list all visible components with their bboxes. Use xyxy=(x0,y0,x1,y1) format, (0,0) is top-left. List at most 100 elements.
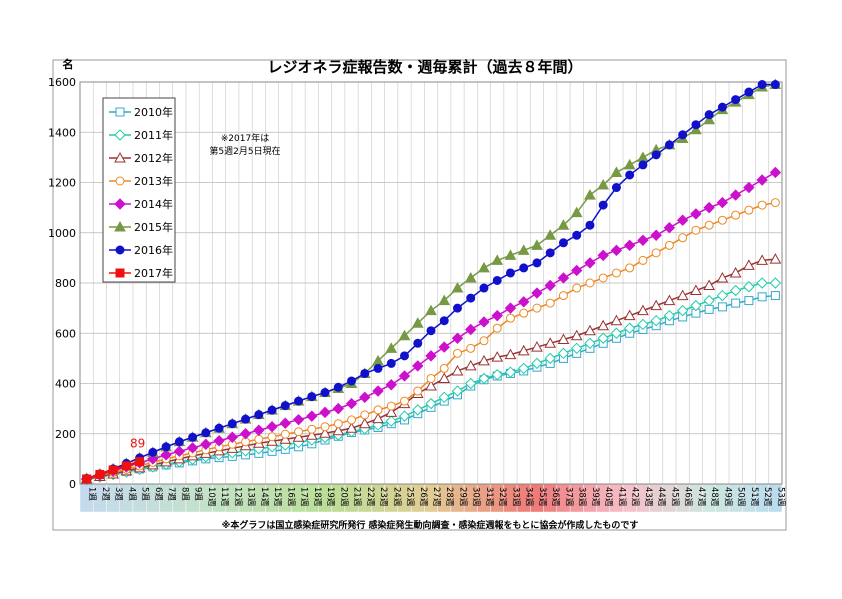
grid-layer xyxy=(79,81,783,485)
data-point xyxy=(385,342,398,353)
data-point xyxy=(492,323,502,333)
data-point xyxy=(438,294,451,306)
legend-label: 2017年 xyxy=(134,266,173,280)
data-point xyxy=(743,181,755,194)
x-tick-label: 17週 xyxy=(299,487,309,507)
x-tick-label: 45週 xyxy=(669,487,679,507)
data-point xyxy=(611,183,621,193)
x-tick-label: 2週 xyxy=(100,487,110,501)
data-point xyxy=(757,292,767,302)
data-point xyxy=(729,189,742,201)
legend-label: 2013年 xyxy=(134,174,173,188)
data-point xyxy=(306,410,318,422)
data-point xyxy=(651,150,661,160)
data-point xyxy=(691,120,701,130)
x-tick-label: 47週 xyxy=(696,487,706,507)
data-point xyxy=(438,341,450,353)
data-point xyxy=(505,268,515,278)
data-point xyxy=(201,428,211,438)
data-point xyxy=(239,428,252,440)
data-point xyxy=(690,123,702,135)
data-point xyxy=(307,424,317,434)
legend-item: 2016年 xyxy=(109,243,173,257)
data-point xyxy=(333,419,343,429)
data-point xyxy=(584,189,596,200)
data-point xyxy=(319,427,331,438)
x-tick-label: 51週 xyxy=(749,487,759,507)
data-point xyxy=(319,406,331,419)
data-point xyxy=(663,222,676,234)
data-point xyxy=(267,405,277,415)
y-tick-label: 200 xyxy=(55,428,76,441)
x-tick-label: 28週 xyxy=(444,487,454,507)
data-point xyxy=(345,397,358,410)
data-point xyxy=(227,419,237,429)
x-tick-label: 16週 xyxy=(285,487,295,507)
data-point xyxy=(479,283,489,293)
data-point xyxy=(570,264,583,277)
data-point xyxy=(623,158,636,170)
data-point xyxy=(333,382,343,392)
data-point xyxy=(372,412,384,424)
data-point xyxy=(200,438,212,451)
data-point xyxy=(703,113,716,125)
data-point xyxy=(426,326,436,336)
data-point xyxy=(611,268,621,278)
data-point xyxy=(597,249,609,262)
data-point xyxy=(425,397,437,410)
data-point xyxy=(557,347,570,360)
legend-label: 2014年 xyxy=(134,197,173,211)
legend: 2010年 2011年 2012年 2013年 2014年 2015年 2016年 2017年 xyxy=(102,97,176,283)
data-point xyxy=(372,385,384,397)
x-tick-label: 50週 xyxy=(736,487,746,507)
data-point xyxy=(531,357,543,370)
x-tick-label: 35週 xyxy=(537,487,547,507)
data-point xyxy=(517,244,530,255)
data-point xyxy=(663,294,676,306)
x-tick-label: 40週 xyxy=(603,487,613,507)
data-point xyxy=(716,289,729,302)
data-point xyxy=(623,309,636,321)
data-point xyxy=(479,336,489,346)
legend-label: 2016年 xyxy=(134,243,173,257)
x-tick-label: 1週 xyxy=(87,487,97,501)
data-point xyxy=(279,433,292,444)
data-point xyxy=(452,303,462,313)
data-point xyxy=(531,341,543,352)
data-point xyxy=(398,370,411,382)
data-point xyxy=(544,337,557,348)
data-point xyxy=(386,358,396,368)
data-point xyxy=(412,404,424,416)
chart-title: レジオネラ症報告数・週毎累計（過去８年間） xyxy=(267,58,582,76)
data-point xyxy=(650,299,663,311)
legend-box xyxy=(102,97,176,283)
data-point xyxy=(570,329,583,341)
data-point xyxy=(610,314,623,326)
data-point xyxy=(412,360,424,372)
data-point xyxy=(241,414,251,424)
data-point xyxy=(757,200,767,210)
x-tick-label: 33週 xyxy=(510,487,520,507)
data-point xyxy=(425,379,437,391)
data-point xyxy=(716,271,729,283)
x-tick-label: 25週 xyxy=(405,487,415,507)
x-tick-label: 53週 xyxy=(775,487,785,507)
data-point xyxy=(651,248,661,258)
data-point xyxy=(584,324,596,336)
x-tick-label: 20週 xyxy=(338,487,348,507)
data-point xyxy=(731,95,741,105)
data-point xyxy=(678,233,688,243)
data-point xyxy=(756,174,768,186)
data-point xyxy=(769,253,782,264)
data-point xyxy=(347,376,357,386)
data-point xyxy=(411,317,424,328)
data-point xyxy=(545,298,555,308)
data-point xyxy=(478,261,490,273)
x-tick-label: 3週 xyxy=(113,487,123,501)
data-point xyxy=(717,215,727,225)
data-point xyxy=(148,447,158,457)
data-point xyxy=(676,304,689,317)
data-point xyxy=(690,208,702,220)
data-point xyxy=(717,302,727,312)
data-point xyxy=(115,176,125,186)
